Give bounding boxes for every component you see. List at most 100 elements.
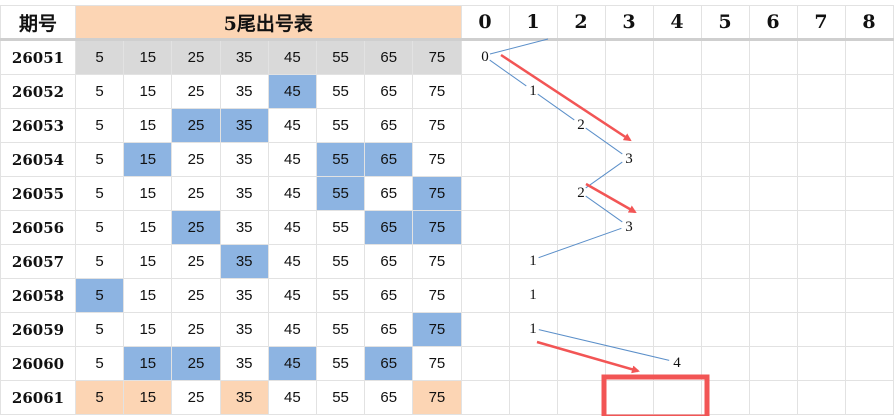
number-cell: 75 bbox=[412, 39, 462, 75]
table-row: 26058 5 15 25 35 45 55 65 75 1 bbox=[0, 278, 894, 313]
trend-cell bbox=[604, 278, 654, 313]
trend-cell bbox=[460, 380, 510, 415]
number-cell: 35 bbox=[219, 278, 269, 313]
number-cell: 45 bbox=[267, 142, 317, 177]
trend-cell bbox=[508, 346, 558, 381]
trend-cell: 0 bbox=[460, 39, 510, 75]
number-cell: 75 bbox=[412, 380, 462, 415]
trend-cell bbox=[604, 176, 654, 211]
trend-cell bbox=[508, 39, 558, 75]
trend-cell: 4 bbox=[652, 346, 702, 381]
trend-cell bbox=[556, 39, 606, 75]
table-row: 26061 5 15 25 35 45 55 65 75 bbox=[0, 380, 894, 415]
number-cell: 35 bbox=[219, 346, 269, 381]
table-row: 26052 5 15 25 35 45 55 65 75 1 bbox=[0, 74, 894, 109]
trend-cell bbox=[460, 244, 510, 279]
trend-cell bbox=[748, 210, 798, 245]
number-cell: 65 bbox=[364, 380, 414, 415]
number-cell: 75 bbox=[412, 312, 462, 347]
number-cell: 45 bbox=[267, 176, 317, 211]
number-cell: 25 bbox=[171, 346, 221, 381]
trend-cell bbox=[460, 312, 510, 347]
number-cell: 25 bbox=[171, 142, 221, 177]
number-cell: 5 bbox=[74, 176, 125, 211]
number-cell: 15 bbox=[123, 346, 173, 381]
number-cell: 35 bbox=[219, 244, 269, 279]
trend-cell bbox=[700, 210, 750, 245]
trend-cell bbox=[700, 312, 750, 347]
number-cell: 55 bbox=[315, 346, 366, 381]
number-cell: 25 bbox=[171, 74, 221, 109]
number-cell: 25 bbox=[171, 39, 221, 75]
number-cell: 35 bbox=[219, 312, 269, 347]
trend-cell bbox=[748, 74, 798, 109]
number-cell: 5 bbox=[74, 312, 125, 347]
number-cell: 25 bbox=[171, 176, 221, 211]
table-row: 26056 5 15 25 35 45 55 65 75 3 bbox=[0, 210, 894, 245]
number-cell: 55 bbox=[315, 312, 366, 347]
trend-cell bbox=[748, 39, 798, 75]
trend-cell: 1 bbox=[508, 74, 558, 109]
table-row: 26054 5 15 25 35 45 55 65 75 3 bbox=[0, 142, 894, 177]
number-cell: 15 bbox=[123, 312, 173, 347]
table-row: 26057 5 15 25 35 45 55 65 75 1 bbox=[0, 244, 894, 279]
trend-cell bbox=[748, 176, 798, 211]
number-cell: 35 bbox=[219, 39, 269, 75]
trend-cell bbox=[556, 244, 606, 279]
number-cell: 5 bbox=[74, 346, 125, 381]
trend-cell bbox=[796, 210, 846, 245]
trend-cell bbox=[700, 176, 750, 211]
trend-cell bbox=[460, 74, 510, 109]
trend-cell bbox=[556, 142, 606, 177]
period-cell: 26053 bbox=[0, 108, 76, 143]
trend-cell bbox=[748, 142, 798, 177]
trend-cell bbox=[508, 108, 558, 143]
trend-cell bbox=[796, 108, 846, 143]
period-cell: 26055 bbox=[0, 176, 76, 211]
number-cell: 45 bbox=[267, 108, 317, 143]
digit-header-0: 0 bbox=[460, 5, 510, 41]
trend-cell bbox=[844, 210, 894, 245]
number-cell: 15 bbox=[123, 142, 173, 177]
number-cell: 5 bbox=[74, 39, 125, 75]
number-cell: 25 bbox=[171, 380, 221, 415]
period-cell: 26058 bbox=[0, 278, 76, 313]
digit-header-5: 5 bbox=[700, 5, 750, 41]
trend-cell bbox=[796, 244, 846, 279]
trend-cell bbox=[844, 312, 894, 347]
number-cell: 5 bbox=[74, 380, 125, 415]
number-cell: 55 bbox=[315, 278, 366, 313]
trend-cell bbox=[604, 244, 654, 279]
trend-cell bbox=[604, 380, 654, 415]
table-row: 26055 5 15 25 35 45 55 65 75 2 bbox=[0, 176, 894, 211]
trend-cell bbox=[844, 74, 894, 109]
trend-cell: 3 bbox=[604, 210, 654, 245]
trend-cell bbox=[844, 244, 894, 279]
number-cell: 65 bbox=[364, 278, 414, 313]
trend-cell bbox=[844, 142, 894, 177]
number-cell: 15 bbox=[123, 380, 173, 415]
trend-cell bbox=[556, 346, 606, 381]
trend-cell bbox=[556, 278, 606, 313]
digit-header-7: 7 bbox=[796, 5, 846, 41]
number-cell: 35 bbox=[219, 142, 269, 177]
period-cell: 26061 bbox=[0, 380, 76, 415]
trend-cell: 2 bbox=[556, 108, 606, 143]
number-cell: 5 bbox=[74, 142, 125, 177]
trend-cell bbox=[796, 380, 846, 415]
number-cell: 75 bbox=[412, 142, 462, 177]
trend-cell bbox=[652, 278, 702, 313]
trend-cell bbox=[844, 346, 894, 381]
number-cell: 65 bbox=[364, 108, 414, 143]
period-header: 期号 bbox=[0, 5, 76, 41]
number-cell: 45 bbox=[267, 346, 317, 381]
trend-cell bbox=[700, 142, 750, 177]
number-cell: 45 bbox=[267, 312, 317, 347]
table-title: 5尾出号表 bbox=[75, 5, 462, 41]
trend-cell bbox=[604, 39, 654, 75]
trend-cell bbox=[652, 39, 702, 75]
number-cell: 25 bbox=[171, 312, 221, 347]
trend-cell bbox=[796, 346, 846, 381]
trend-cell bbox=[748, 278, 798, 313]
